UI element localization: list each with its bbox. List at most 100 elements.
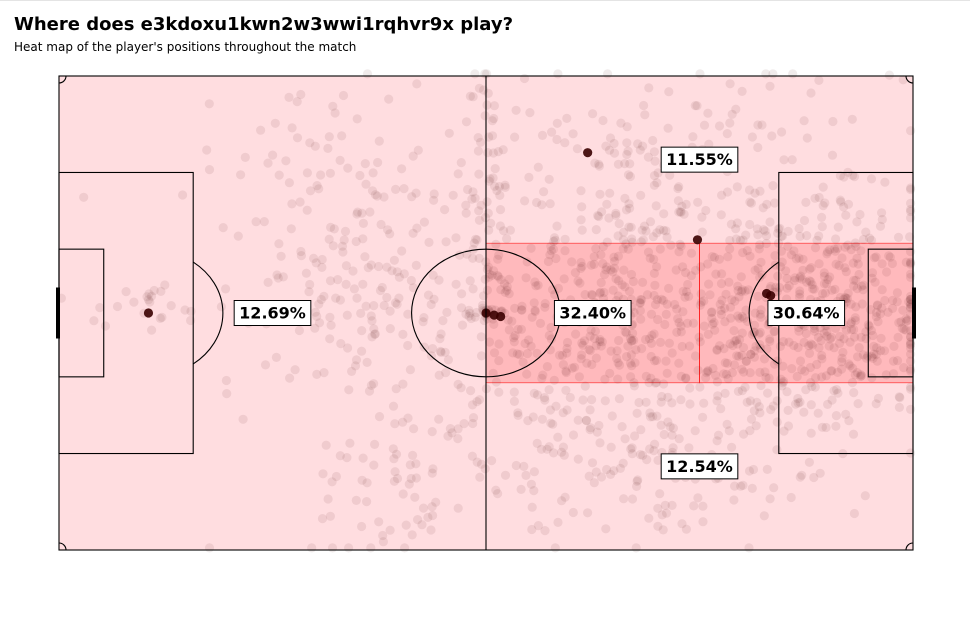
position-dot <box>851 302 861 312</box>
position-dot <box>552 118 562 128</box>
position-dot <box>725 244 735 254</box>
position-dot <box>795 231 805 241</box>
position-dot <box>448 190 458 200</box>
position-dot <box>713 430 724 440</box>
position-dot <box>476 332 486 342</box>
position-dot <box>491 377 501 387</box>
position-dot <box>342 310 352 320</box>
position-dot <box>653 455 663 465</box>
position-dot <box>850 313 860 323</box>
position-dot <box>696 297 706 307</box>
position-dot <box>456 303 467 313</box>
position-dot <box>833 222 843 232</box>
position-dot <box>488 148 498 158</box>
position-dot <box>819 279 830 289</box>
position-dot <box>587 458 598 468</box>
position-dot <box>729 326 739 336</box>
position-dot <box>383 225 393 235</box>
position-dot <box>740 286 750 296</box>
position-dot <box>592 427 602 437</box>
position-dot <box>285 373 295 383</box>
position-dot <box>112 301 123 312</box>
position-dot <box>846 319 856 329</box>
position-dot <box>602 237 612 247</box>
position-dot <box>801 197 811 207</box>
position-dot <box>745 396 756 406</box>
position-dot <box>704 279 714 289</box>
position-dot <box>632 481 642 491</box>
position-dot <box>530 305 540 315</box>
position-dot <box>675 239 685 249</box>
position-dot <box>287 199 297 209</box>
position-dot <box>906 382 916 392</box>
position-dot <box>591 467 601 477</box>
position-dot <box>576 263 586 273</box>
position-dot <box>775 341 786 351</box>
position-dot <box>721 369 732 379</box>
position-dot <box>411 260 421 270</box>
position-dot <box>562 405 572 415</box>
position-dot <box>407 192 417 202</box>
position-dot <box>468 284 478 294</box>
position-dot <box>630 431 640 441</box>
position-dot <box>709 318 719 328</box>
position-dot <box>670 299 680 310</box>
position-dot <box>483 88 493 98</box>
position-dot <box>869 349 879 359</box>
position-dot <box>576 215 586 225</box>
position-dot <box>635 298 645 308</box>
position-dot <box>835 171 846 181</box>
position-dot <box>682 287 692 297</box>
position-dot <box>864 321 874 331</box>
position-dot <box>341 279 351 289</box>
position-dot <box>712 436 722 446</box>
position-dot <box>562 343 572 354</box>
position-dot <box>608 285 618 295</box>
position-dot <box>659 225 669 235</box>
position-dot <box>520 196 530 206</box>
position-dot <box>489 319 499 329</box>
position-dot <box>818 289 828 299</box>
position-dot <box>521 470 531 480</box>
position-dot <box>822 331 832 341</box>
position-dot <box>464 305 474 315</box>
position-dot <box>826 366 836 376</box>
position-dot <box>602 464 612 475</box>
position-dot <box>474 83 484 93</box>
position-dot <box>586 260 596 270</box>
position-dot <box>388 444 398 454</box>
position-dot <box>328 101 338 111</box>
position-dot <box>387 266 397 276</box>
position-dot <box>727 368 738 378</box>
position-dot <box>499 226 509 236</box>
position-dot <box>613 358 623 368</box>
position-dot <box>745 197 755 207</box>
position-dot <box>837 364 847 374</box>
position-dot <box>768 181 778 191</box>
position-dot <box>779 426 789 436</box>
position-dot <box>494 387 504 397</box>
zone-label-box <box>767 300 846 326</box>
position-dot <box>417 520 427 530</box>
position-dot <box>752 224 762 234</box>
position-dot <box>794 253 804 263</box>
position-dot <box>716 279 727 289</box>
position-dot <box>587 289 597 300</box>
position-dot <box>202 145 212 155</box>
position-dot <box>662 299 672 309</box>
position-dot <box>366 311 376 321</box>
position-dot <box>146 291 157 301</box>
position-dot <box>749 320 760 330</box>
position-dot <box>760 367 770 377</box>
position-dot <box>522 349 533 359</box>
position-dot <box>728 340 738 351</box>
position-dot <box>837 353 847 363</box>
position-dot <box>827 395 837 405</box>
position-dot <box>391 384 401 394</box>
position-dot <box>593 211 603 221</box>
position-dot <box>639 100 649 111</box>
position-dot <box>871 308 882 318</box>
position-dot <box>665 170 675 180</box>
position-dot <box>568 507 578 518</box>
position-dot <box>799 407 809 417</box>
